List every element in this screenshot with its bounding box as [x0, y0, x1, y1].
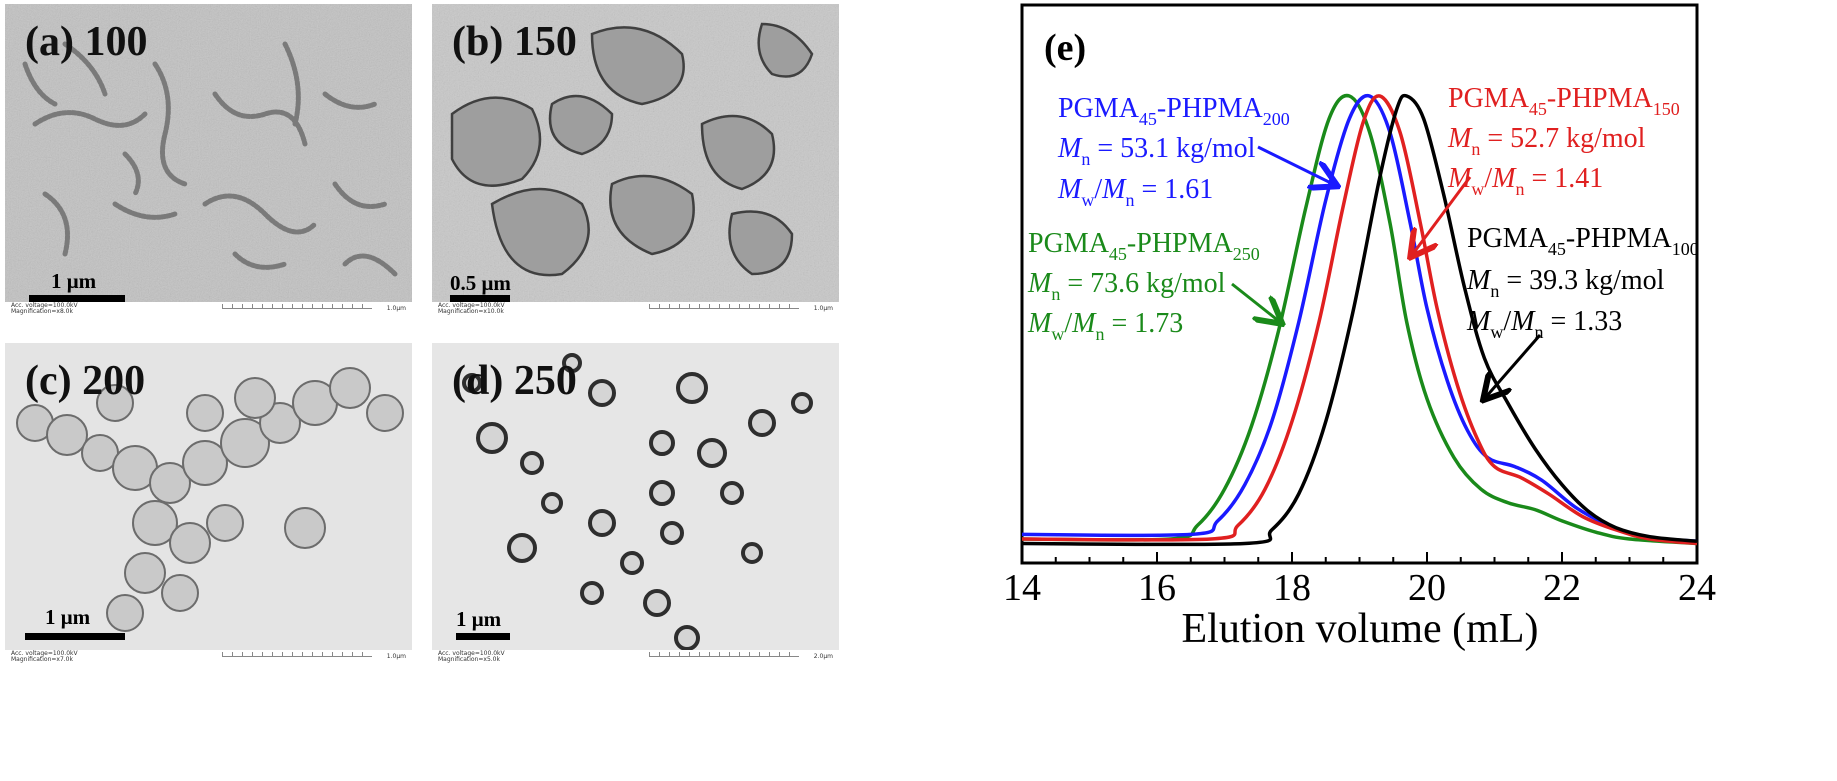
footer-ticks-d — [649, 652, 799, 657]
x-tick-label: 22 — [1543, 567, 1581, 609]
panel-label-b: (b) 150 — [452, 19, 577, 65]
magnification-a: Magnification=x8.0k — [11, 308, 73, 315]
footer-scale-b: 1.0μm — [813, 305, 833, 312]
svg-text:Mn = 53.1 kg/mol: Mn = 53.1 kg/mol — [1057, 133, 1256, 169]
scale-bar-d — [456, 633, 510, 640]
acc-voltage-a: Acc. voltage=100.0kV — [11, 302, 78, 309]
footer-scale-a: 1.0μm — [386, 305, 406, 312]
tem-image-c — [5, 343, 412, 663]
footer-ticks-a — [222, 304, 372, 309]
svg-text:Mw/Mn = 1.33: Mw/Mn = 1.33 — [1466, 306, 1622, 342]
svg-text:PGMA45-PHPMA200: PGMA45-PHPMA200 — [1058, 93, 1290, 129]
tem-image-d — [432, 343, 839, 663]
tem-image-b — [432, 4, 839, 315]
x-tick-label: 16 — [1138, 567, 1176, 609]
footer-ticks-b — [649, 304, 799, 309]
x-tick-label: 18 — [1273, 567, 1311, 609]
gpc-chart: 14 16 18 20 22 24 (e) Elution volume (mL) PGM… — [1003, 3, 1716, 652]
magnification-b: Magnification=x10.0k — [438, 308, 504, 315]
acc-voltage-d: Acc. voltage=100.0kV — [438, 650, 505, 657]
scale-bar-b — [450, 295, 510, 302]
tem-image-a — [5, 4, 412, 315]
x-tick-label: 14 — [1003, 567, 1041, 609]
tem-footer-a: Acc. voltage=100.0kV Magnification=x8.0k … — [5, 302, 412, 315]
panel-label-a: (a) 100 — [25, 19, 148, 65]
svg-text:PGMA45-PHPMA100: PGMA45-PHPMA100 — [1467, 223, 1699, 259]
acc-voltage-b: Acc. voltage=100.0kV — [438, 302, 505, 309]
footer-ticks-c — [222, 652, 372, 657]
series-line-phpma200 — [1021, 93, 1698, 543]
series-line-phpma150 — [1021, 94, 1698, 546]
x-axis-ticks: 14 16 18 20 22 24 — [1003, 552, 1716, 609]
tem-panel-b: (b) 150 0.5 μm Acc. voltage=100.0kV Magni… — [432, 4, 839, 315]
footer-scale-c: 1.0μm — [386, 653, 406, 660]
scale-bar-a — [29, 295, 125, 302]
tem-panel-c: (c) 200 1 μm Acc. voltage=100.0kV Magnifi… — [5, 343, 412, 663]
chart-panel-label: (e) — [1044, 27, 1086, 69]
svg-text:PGMA45-PHPMA150: PGMA45-PHPMA150 — [1448, 83, 1680, 119]
annotation-phpma250: PGMA45-PHPMA250 Mn = 73.6 kg/mol Mw/Mn =… — [1027, 228, 1260, 344]
series-line-phpma250 — [1021, 93, 1698, 546]
series-line-phpma100 — [1021, 93, 1698, 547]
scale-bar-label-a: 1 μm — [51, 269, 97, 293]
tem-panel-d: (d) 250 1 μm Acc. voltage=100.0kV Magnifi… — [432, 343, 839, 663]
svg-text:Mw/Mn = 1.41: Mw/Mn = 1.41 — [1447, 163, 1603, 199]
arrow-phpma200 — [1257, 145, 1335, 185]
scale-bar-label-d: 1 μm — [456, 607, 502, 631]
tem-footer-b: Acc. voltage=100.0kV Magnification=x10.0k… — [432, 302, 839, 315]
curves — [1021, 93, 1698, 547]
scale-bar-c — [25, 633, 125, 640]
panel-label-c: (c) 200 — [25, 358, 146, 404]
svg-text:Mw/Mn = 1.61: Mw/Mn = 1.61 — [1057, 174, 1213, 210]
panel-label-d: (d) 250 — [452, 358, 577, 404]
acc-voltage-c: Acc. voltage=100.0kV — [11, 650, 78, 657]
arrow-phpma250 — [1231, 282, 1280, 322]
footer-scale-d: 2.0μm — [813, 653, 833, 660]
arrow-phpma150 — [1412, 176, 1472, 255]
svg-text:PGMA45-PHPMA250: PGMA45-PHPMA250 — [1028, 228, 1260, 264]
svg-text:Mn = 52.7 kg/mol: Mn = 52.7 kg/mol — [1447, 123, 1646, 159]
annotation-phpma200: PGMA45-PHPMA200 Mn = 53.1 kg/mol Mw/Mn =… — [1057, 93, 1290, 210]
magnification-c: Magnification=x7.0k — [11, 656, 73, 663]
tem-footer-d: Acc. voltage=100.0kV Magnification=x5.0k … — [432, 650, 839, 663]
svg-text:Mn = 73.6 kg/mol: Mn = 73.6 kg/mol — [1027, 268, 1226, 304]
x-axis-label: Elution volume (mL) — [1182, 606, 1539, 652]
magnification-d: Magnification=x5.0k — [438, 656, 500, 663]
svg-text:Mw/Mn = 1.73: Mw/Mn = 1.73 — [1027, 308, 1183, 344]
tem-panel-a: (a) 100 1 μm Acc. voltage=100.0kV Magnifi… — [5, 4, 412, 315]
arrow-phpma100 — [1485, 334, 1542, 398]
svg-text:Mn = 39.3 kg/mol: Mn = 39.3 kg/mol — [1466, 265, 1665, 301]
scale-bar-label-c: 1 μm — [45, 605, 91, 629]
scale-bar-label-b: 0.5 μm — [450, 271, 511, 295]
annotation-phpma100: PGMA45-PHPMA100 Mn = 39.3 kg/mol Mw/Mn =… — [1466, 223, 1699, 342]
x-tick-label: 20 — [1408, 567, 1446, 609]
x-tick-label: 24 — [1678, 567, 1716, 609]
tem-footer-c: Acc. voltage=100.0kV Magnification=x7.0k … — [5, 650, 412, 663]
